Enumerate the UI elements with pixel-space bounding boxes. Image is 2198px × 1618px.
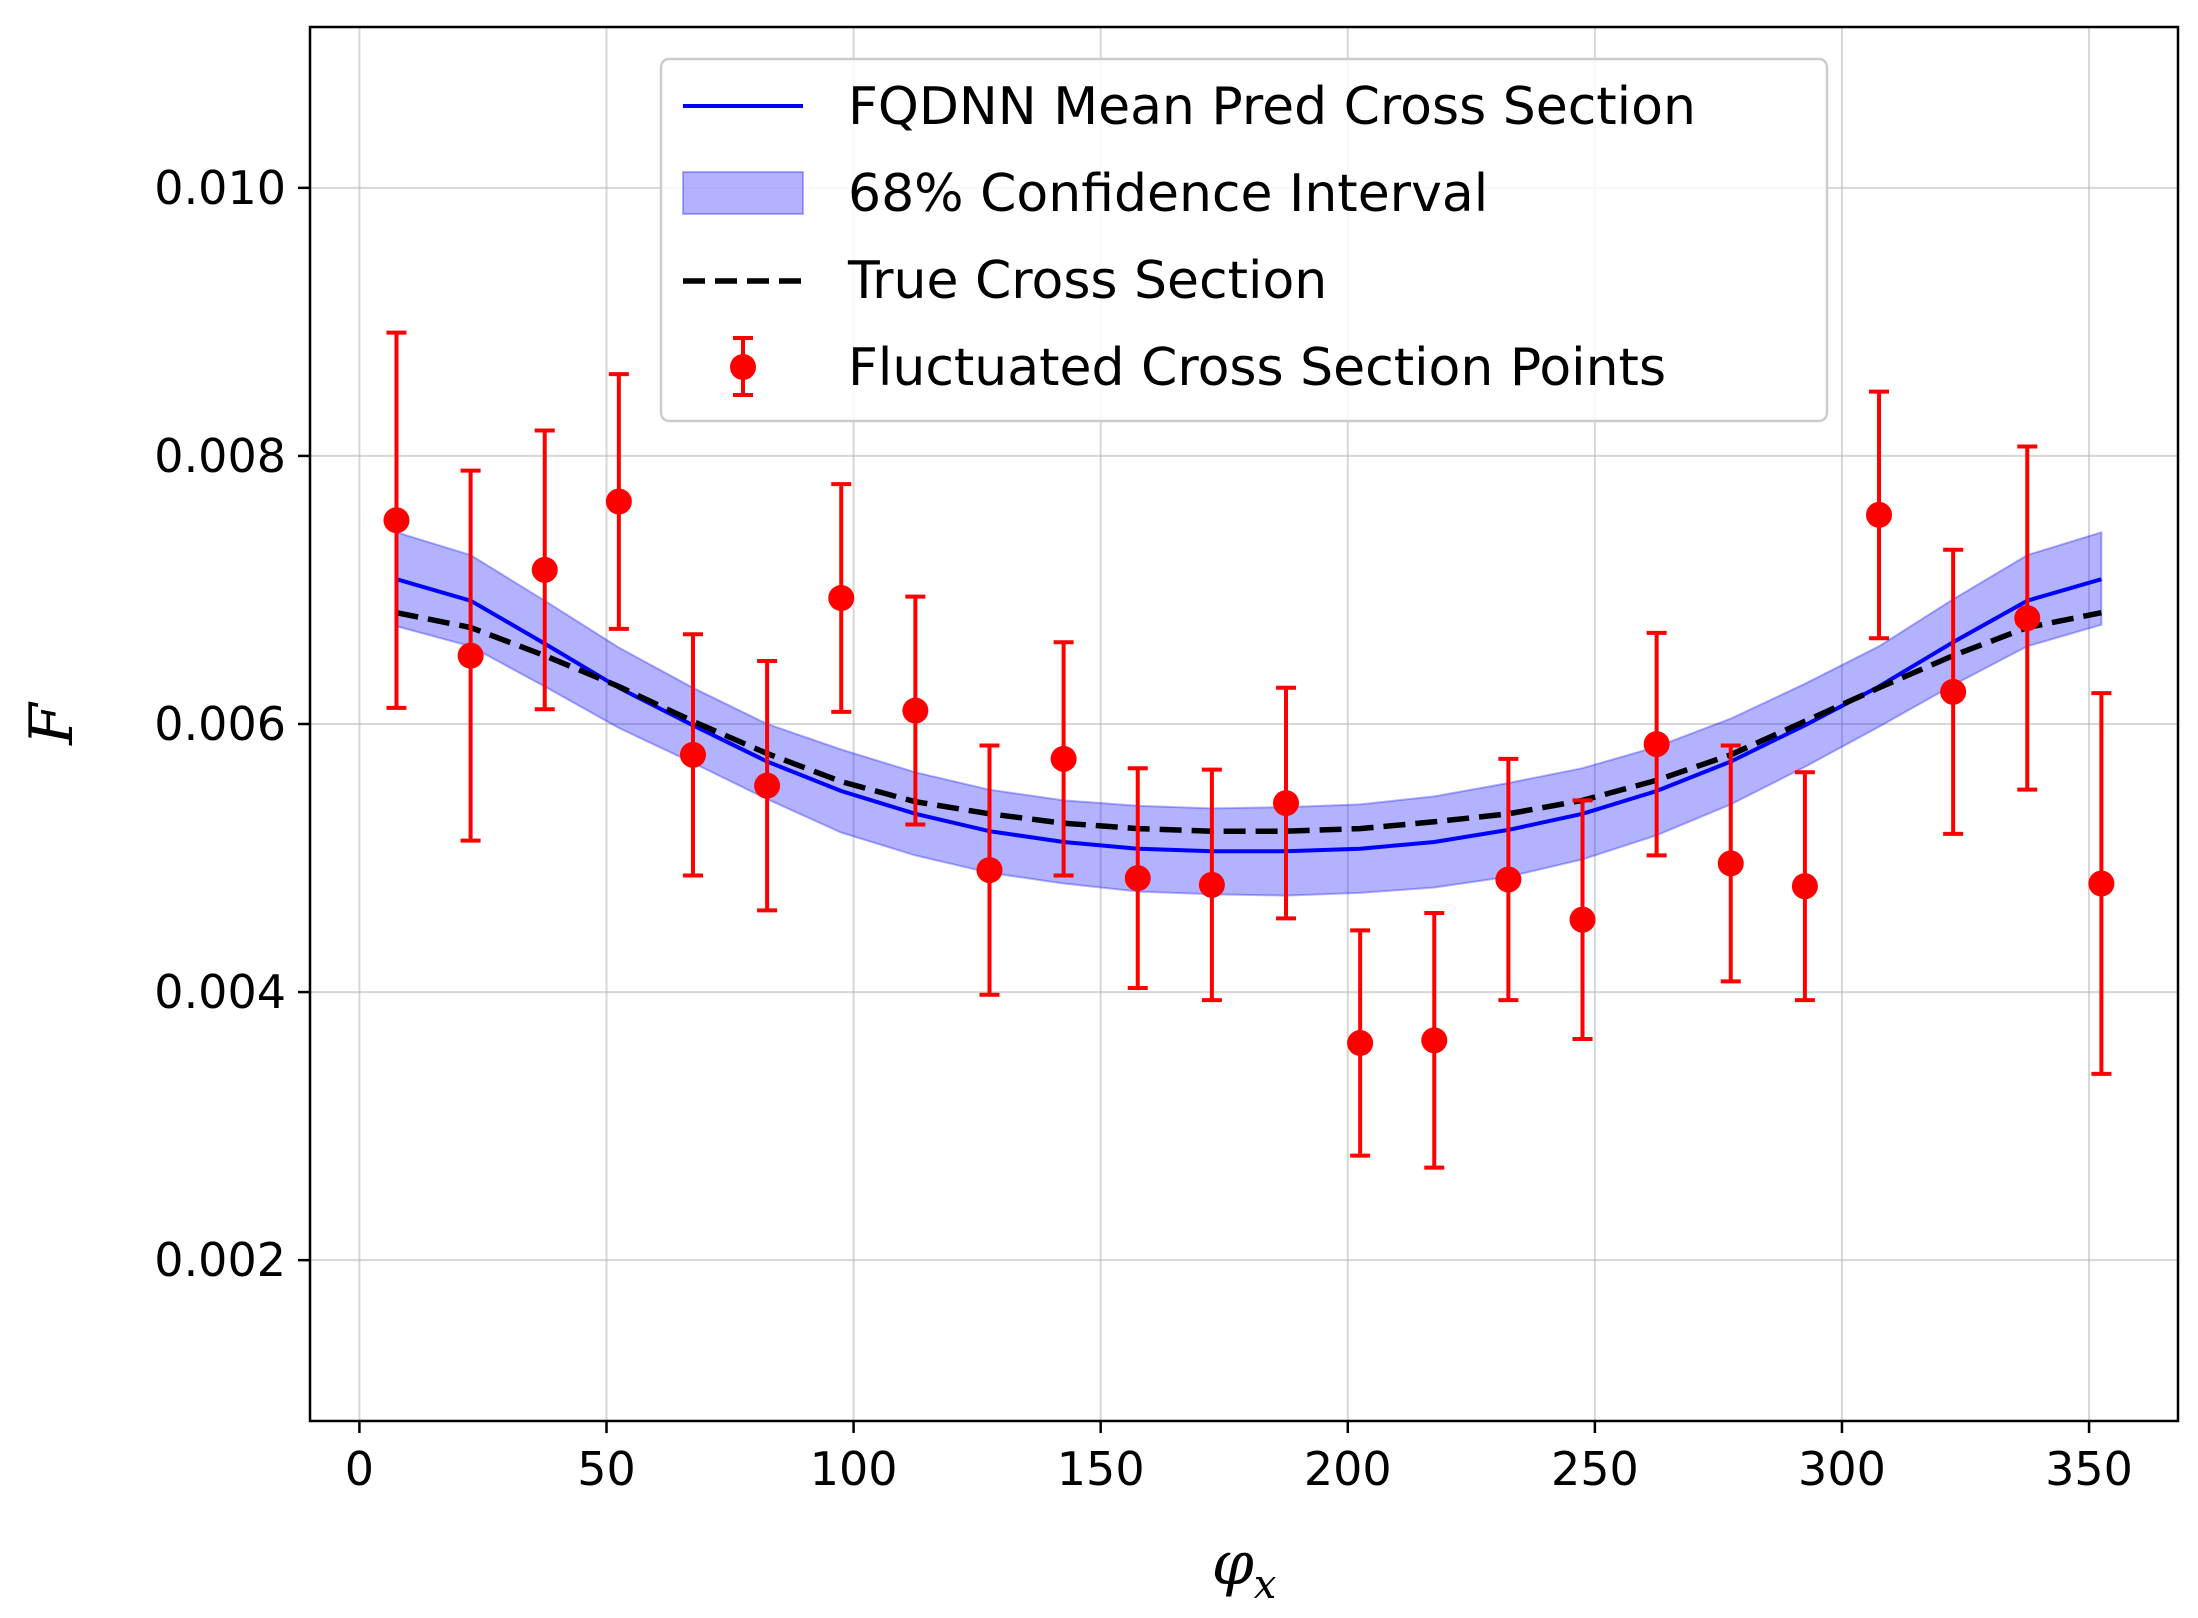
legend-point-marker [730, 354, 756, 380]
data-point-marker [1643, 731, 1670, 758]
data-point-14 [1347, 928, 1374, 1158]
data-point-5 [679, 632, 706, 878]
data-point-20 [1791, 770, 1818, 1003]
data-point-marker [902, 697, 929, 724]
legend-frame [659, 57, 1829, 423]
data-point-marker [1791, 873, 1818, 900]
data-point-marker [2014, 605, 2041, 632]
data-point-marker [605, 488, 632, 515]
data-point-16 [1495, 756, 1522, 1003]
data-point-4 [605, 372, 632, 631]
data-point-22 [1940, 547, 1967, 836]
x-tick-label: 350 [2045, 1442, 2133, 1496]
y-tick-label: 0.010 [154, 161, 286, 215]
data-point-marker [754, 772, 781, 799]
data-point-10 [1050, 640, 1077, 878]
x-tick-label: 250 [1551, 1442, 1639, 1496]
x-axis-label-subscript: x [1254, 1562, 1277, 1608]
data-point-marker [383, 507, 410, 534]
data-point-marker [1347, 1030, 1374, 1057]
legend-points-label: Fluctuated Cross Section Points [848, 338, 1666, 398]
ticks: 0 50 100 150 200 250 300 350 0.002 0.004 0.006 0.00… [154, 161, 2133, 1496]
x-axis-label: φx [1212, 1529, 1277, 1608]
y-tick-label: 0.002 [154, 1233, 286, 1287]
data-point-7 [828, 482, 855, 714]
data-point-marker [1273, 790, 1300, 817]
data-point-17 [1569, 798, 1596, 1041]
data-point-marker [1421, 1027, 1448, 1054]
legend-true-label: True Cross Section [847, 251, 1327, 311]
data-point-1 [383, 330, 410, 710]
x-tick-label: 100 [810, 1442, 898, 1496]
data-point-marker [1050, 745, 1077, 772]
x-tick-label: 200 [1304, 1442, 1392, 1496]
mean-pred-line [395, 577, 2102, 854]
data-point-marker [1124, 865, 1151, 892]
data-point-13 [1273, 685, 1300, 921]
data-point-11 [1124, 766, 1151, 991]
data-point-3 [531, 428, 558, 712]
legend: FQDNN Mean Pred Cross Section 68% Confid… [659, 57, 1829, 423]
data-point-marker [1940, 678, 1967, 705]
y-axis-label: F [17, 701, 87, 746]
data-point-marker [1866, 501, 1893, 528]
data-point-marker [1495, 866, 1522, 893]
data-point-21 [1866, 389, 1893, 641]
data-point-marker [457, 642, 484, 669]
data-point-marker [2088, 870, 2115, 897]
y-tick-label: 0.008 [154, 429, 286, 483]
true-cross-section-line [395, 610, 2102, 834]
legend-ci-patch [682, 171, 804, 215]
legend-ci-label: 68% Confidence Interval [848, 164, 1488, 224]
data-point-marker [1198, 871, 1225, 898]
data-point-19 [1717, 743, 1744, 984]
data-point-8 [902, 594, 929, 827]
x-tick-label: 300 [1798, 1442, 1886, 1496]
data-point-23 [2014, 444, 2041, 792]
data-point-9 [976, 743, 1003, 997]
data-point-6 [754, 659, 781, 913]
data-point-marker [1717, 850, 1744, 877]
data-point-marker [828, 585, 855, 612]
data-point-15 [1421, 910, 1448, 1170]
x-axis-label-main: φ [1212, 1529, 1254, 1599]
data-point-24 [2088, 691, 2115, 1076]
data-point-12 [1198, 767, 1225, 1003]
data-point-marker [976, 857, 1003, 884]
x-tick-label: 0 [345, 1442, 374, 1496]
x-tick-label: 150 [1057, 1442, 1145, 1496]
plot-area [383, 330, 2115, 1170]
legend-mean-label: FQDNN Mean Pred Cross Section [848, 77, 1696, 137]
data-point-2 [457, 468, 484, 843]
x-tick-label: 50 [577, 1442, 636, 1496]
data-point-marker [531, 556, 558, 583]
data-point-18 [1643, 630, 1670, 858]
data-point-marker [1569, 906, 1596, 933]
y-tick-label: 0.004 [154, 965, 286, 1019]
y-tick-label: 0.006 [154, 697, 286, 751]
data-point-marker [679, 741, 706, 768]
